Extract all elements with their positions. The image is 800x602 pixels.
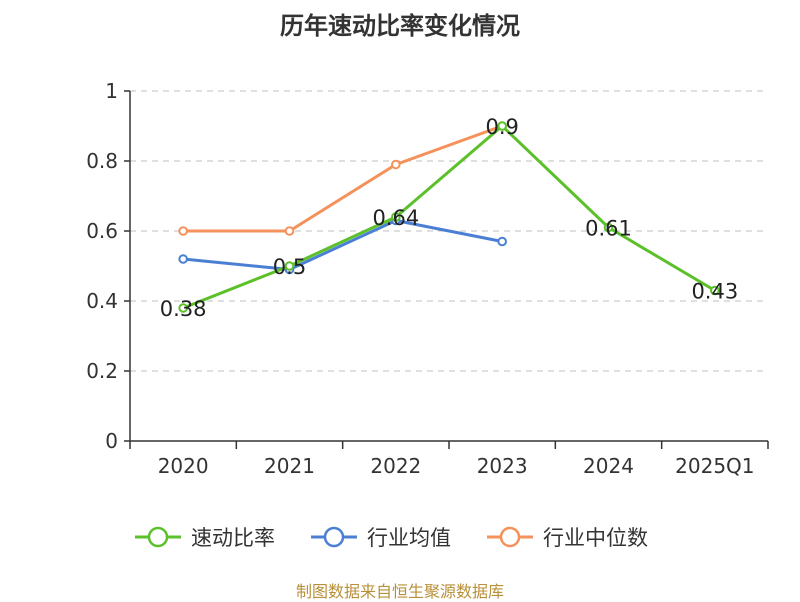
data-point [178, 226, 188, 236]
y-tick-label: 0.6 [86, 219, 118, 243]
chart-title: 历年速动比率变化情况 [280, 12, 520, 40]
x-tick-label: 2022 [370, 454, 421, 478]
data-point [497, 236, 507, 247]
source-note: 制图数据来自恒生聚源数据库 [295, 582, 504, 601]
data-label: 0.43 [691, 280, 738, 304]
x-tick-label: 2024 [583, 454, 634, 478]
x-tick-label: 2025Q1 [675, 454, 754, 478]
legend-marker [323, 526, 345, 548]
data-point [497, 121, 507, 131]
legend-label: 行业均值 [367, 526, 451, 550]
data-label: 0.61 [585, 217, 632, 241]
y-tick-label: 0.2 [86, 359, 118, 383]
legend: 速动比率 行业均值 行业中位数 [135, 526, 648, 550]
y-tick-label: 0.8 [86, 149, 118, 173]
series-line-2 [183, 124, 503, 233]
series-line-0 [182, 124, 716, 310]
data-point [284, 226, 295, 236]
series-line-1 [183, 219, 503, 271]
legend-marker [499, 526, 521, 548]
data-point [391, 159, 401, 170]
data-point [178, 254, 188, 264]
axes: 0 0.2 0.4 0.6 0.8 1 2020 2021 2022 2023 2024 2025Q1 [86, 79, 769, 478]
data-point [178, 303, 188, 313]
data-label: 0.64 [372, 206, 419, 230]
x-tick-label: 2021 [264, 454, 315, 478]
data-point [284, 261, 295, 271]
x-tick-label: 2023 [477, 454, 528, 478]
legend-label: 速动比率 [191, 526, 275, 550]
data-label: 0.5 [273, 255, 306, 279]
y-tick-label: 0.4 [86, 289, 118, 313]
data-labels: 0.38 0.5 0.64 0.9 0.61 0.43 [160, 115, 738, 321]
data-point [710, 285, 720, 296]
data-point [603, 222, 614, 233]
x-tick-label: 2020 [158, 454, 209, 478]
series-layer [178, 121, 720, 313]
data-point [391, 212, 401, 222]
legend-label: 行业中位数 [543, 526, 648, 550]
data-label: 0.9 [485, 115, 518, 139]
y-tick-label: 1 [105, 79, 118, 103]
y-tick-label: 0 [105, 429, 118, 453]
data-label: 0.38 [160, 297, 207, 321]
legend-marker [147, 526, 169, 548]
